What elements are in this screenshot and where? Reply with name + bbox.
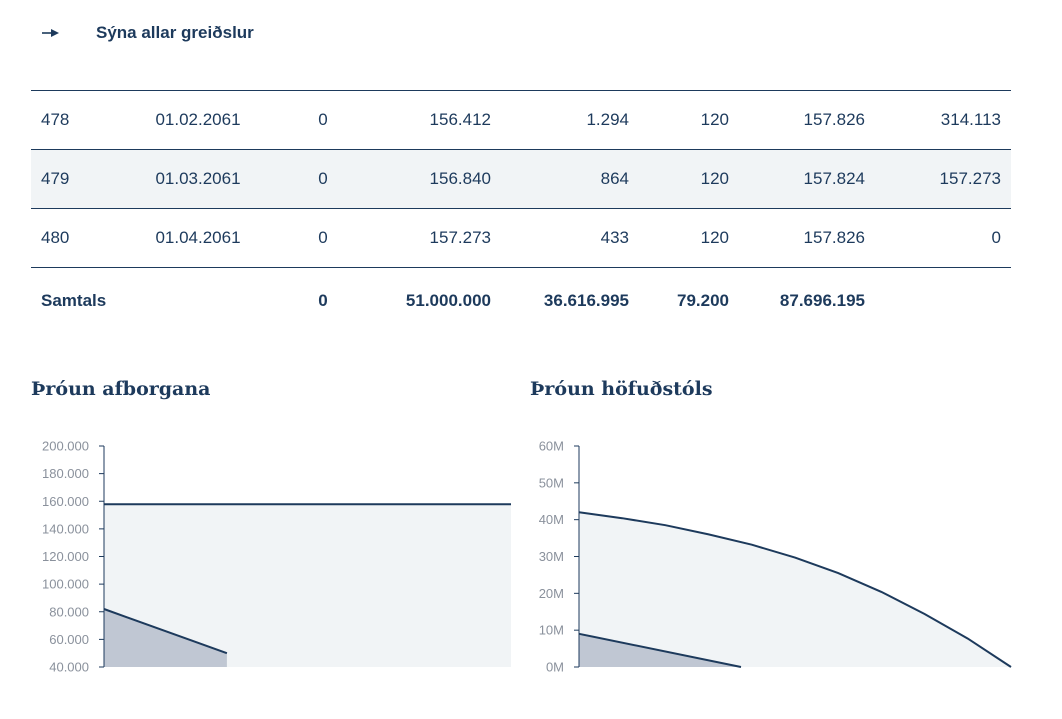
table-cell: 36.616.995 bbox=[501, 267, 639, 334]
total-label: Samtals bbox=[31, 267, 123, 334]
table-cell: 157.826 bbox=[739, 90, 875, 150]
table-cell: 120 bbox=[639, 90, 739, 150]
series-area-principal_balance bbox=[579, 512, 1011, 667]
principal-chart-title: Þróun höfuðstóls bbox=[530, 378, 713, 400]
arrow-right-icon bbox=[42, 29, 59, 37]
payment-number-cell: 478 bbox=[31, 90, 123, 150]
table-total-row: Samtals 0 51.000.000 36.616.995 79.200 8… bbox=[31, 267, 1011, 334]
table-cell: 157.826 bbox=[739, 208, 875, 268]
table-cell: 0 bbox=[875, 208, 1011, 268]
table-cell: 120 bbox=[639, 149, 739, 209]
table-cell: 1.294 bbox=[501, 90, 639, 150]
y-tick-label: 100.000 bbox=[42, 577, 89, 592]
y-tick-label: 160.000 bbox=[42, 494, 89, 509]
y-tick-label: 0M bbox=[546, 660, 564, 675]
table-cell: 0 bbox=[273, 90, 373, 150]
table-cell: 0 bbox=[273, 267, 373, 334]
table-cell: 156.840 bbox=[373, 149, 501, 209]
y-tick-label: 10M bbox=[539, 623, 564, 638]
y-tick-label: 20M bbox=[539, 586, 564, 601]
y-tick-label: 40.000 bbox=[49, 660, 89, 675]
principal-chart: 60M 50M 40M 30M 20M 10M 0M bbox=[539, 439, 1012, 675]
payment-date-cell: 01.04.2061 bbox=[123, 208, 273, 268]
y-tick-label: 180.000 bbox=[42, 466, 89, 481]
table-cell: 0 bbox=[273, 208, 373, 268]
y-tick-label: 60.000 bbox=[49, 632, 89, 647]
table-row: 478 01.02.2061 0 156.412 1.294 120 157.8… bbox=[31, 90, 1011, 150]
payment-number-cell: 479 bbox=[31, 149, 123, 209]
series-line-principal_balance bbox=[578, 511, 1012, 668]
series-area-secondary bbox=[579, 633, 741, 667]
table-cell bbox=[123, 267, 273, 334]
payments-table: 478 01.02.2061 0 156.412 1.294 120 157.8… bbox=[31, 90, 1011, 334]
table-cell: 864 bbox=[501, 149, 639, 209]
table-cell: 314.113 bbox=[875, 90, 1011, 150]
series-line-secondary bbox=[578, 632, 742, 668]
table-cell: 157.273 bbox=[875, 149, 1011, 209]
table-row: 480 01.04.2061 0 157.273 433 120 157.826… bbox=[31, 208, 1011, 268]
show-all-payments-label: Sýna allar greiðslur bbox=[96, 23, 254, 42]
table-row: 479 01.03.2061 0 156.840 864 120 157.824… bbox=[31, 149, 1011, 209]
y-tick-label: 80.000 bbox=[49, 604, 89, 619]
y-tick-label: 30M bbox=[539, 549, 564, 564]
table-cell: 157.824 bbox=[739, 149, 875, 209]
payment-number-cell: 480 bbox=[31, 208, 123, 268]
table-cell: 433 bbox=[501, 208, 639, 268]
table-cell: 79.200 bbox=[639, 267, 739, 334]
table-cell: 87.696.195 bbox=[739, 267, 875, 334]
series-area-total_payment bbox=[104, 504, 511, 667]
series-line-interest bbox=[103, 608, 228, 655]
payments-chart: 200.000 180.000 160.000 140.000 120.000 100.0… bbox=[42, 439, 511, 675]
payments-chart-title: Þróun afborgana bbox=[31, 378, 211, 400]
payment-date-cell: 01.03.2061 bbox=[123, 149, 273, 209]
table-cell: 156.412 bbox=[373, 90, 501, 150]
y-tick-label: 40M bbox=[539, 512, 564, 527]
y-tick-label: 120.000 bbox=[42, 549, 89, 564]
y-tick-label: 60M bbox=[539, 439, 564, 454]
table-cell: 120 bbox=[639, 208, 739, 268]
series-area-interest bbox=[104, 609, 227, 667]
payment-date-cell: 01.02.2061 bbox=[123, 90, 273, 150]
table-cell bbox=[875, 267, 1011, 334]
show-all-payments-link[interactable]: Sýna allar greiðslur bbox=[42, 20, 254, 46]
y-tick-label: 140.000 bbox=[42, 521, 89, 536]
table-cell: 0 bbox=[273, 149, 373, 209]
table-cell: 157.273 bbox=[373, 208, 501, 268]
y-tick-label: 200.000 bbox=[42, 439, 89, 454]
y-tick-label: 50M bbox=[539, 475, 564, 490]
table-cell: 51.000.000 bbox=[373, 267, 501, 334]
